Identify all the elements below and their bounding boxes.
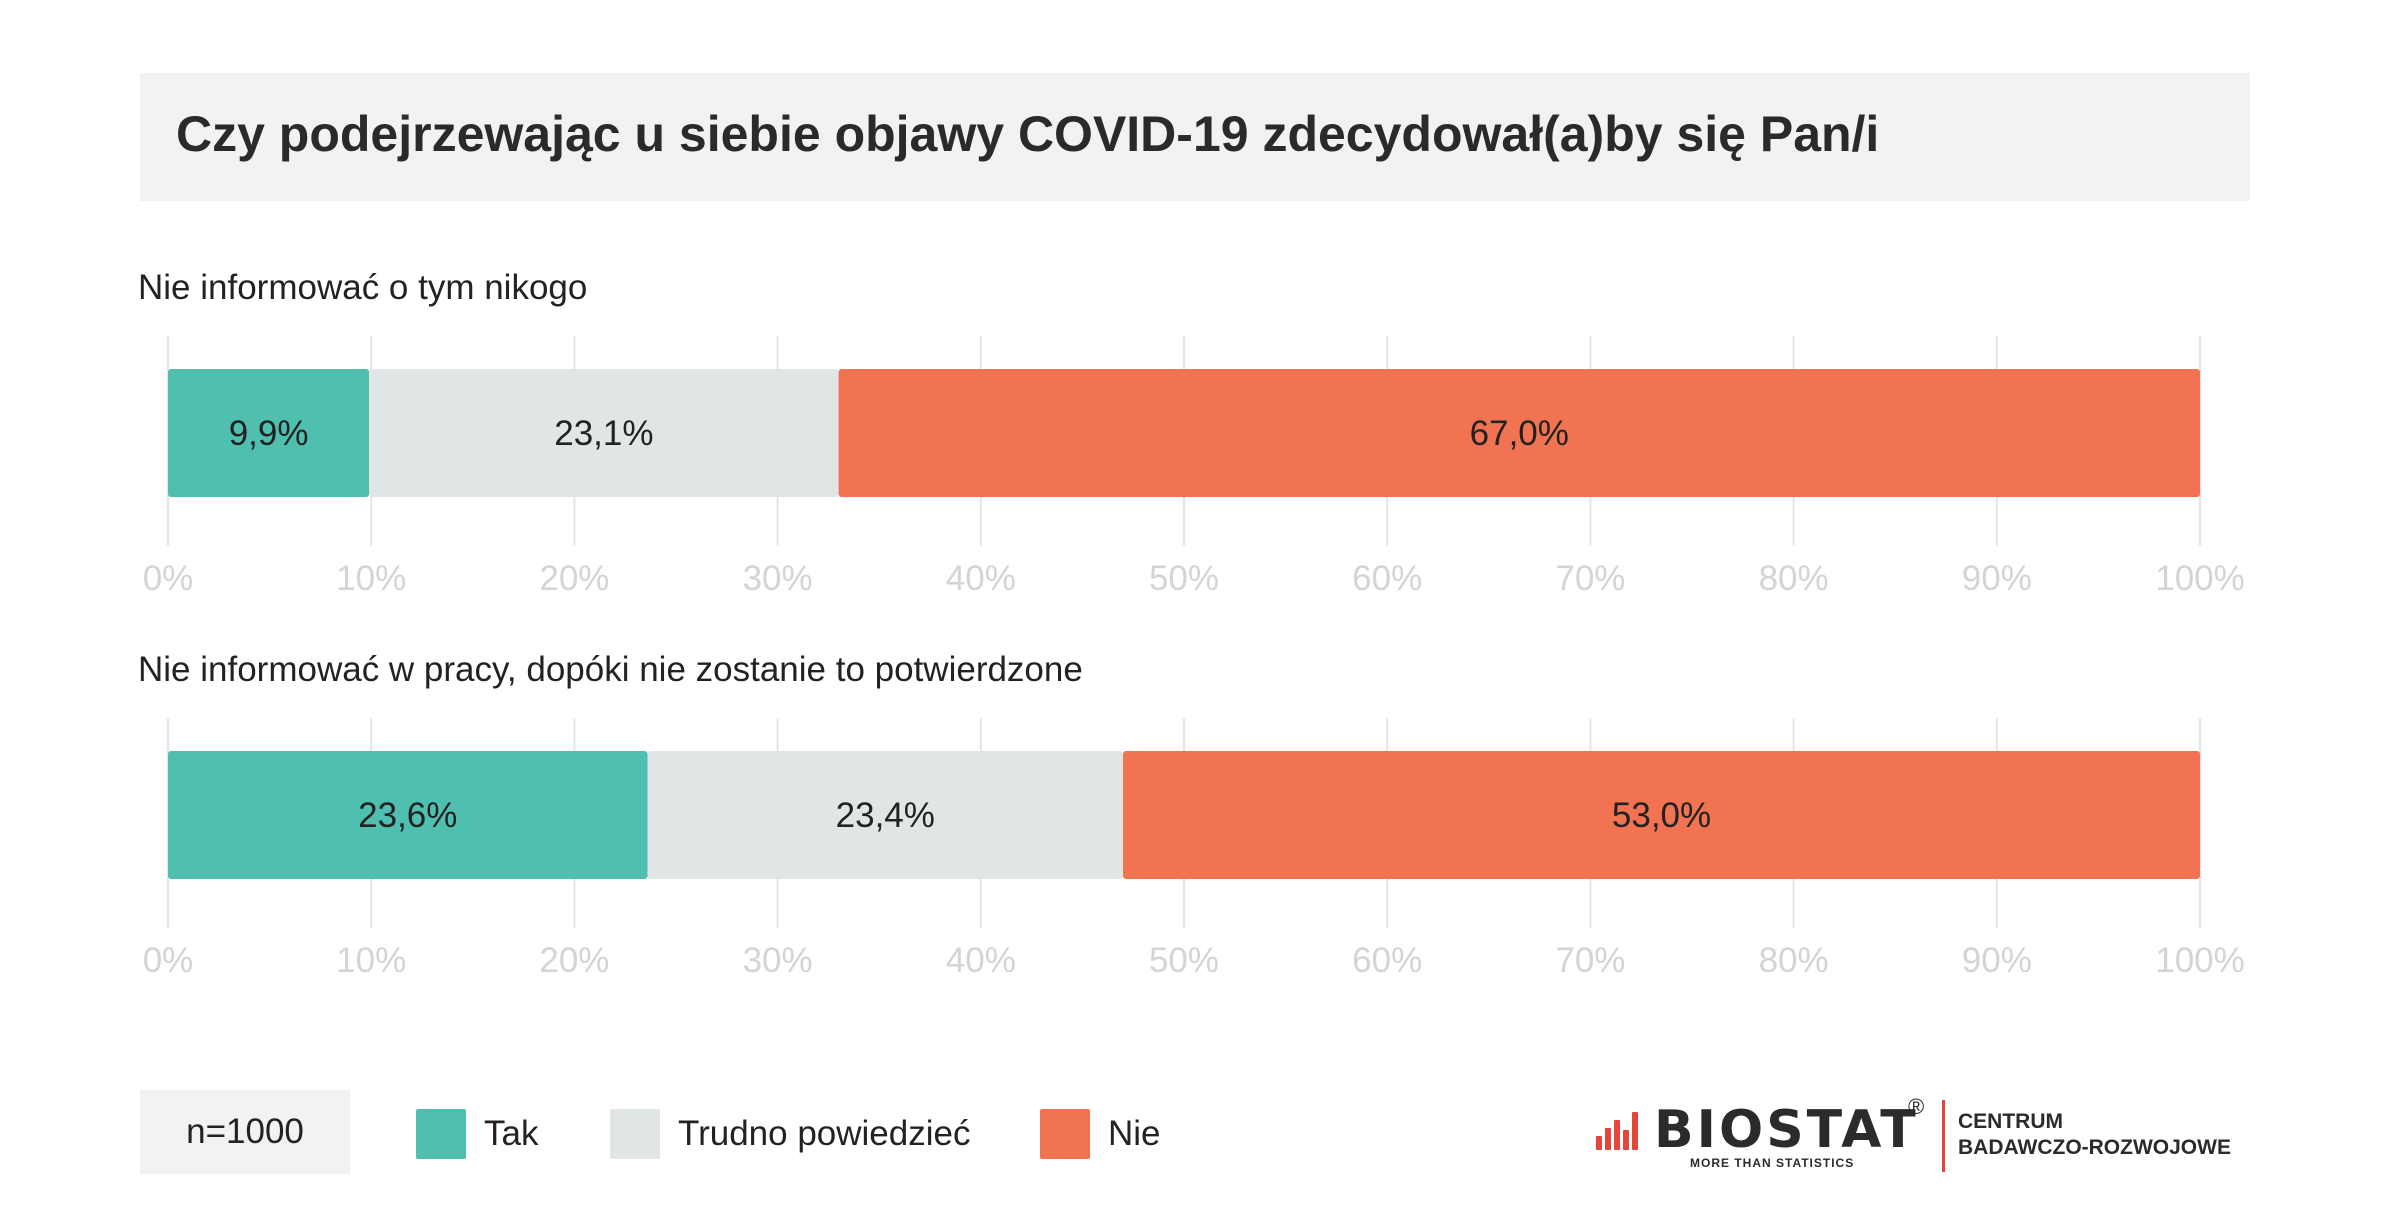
legend-label-trudno: Trudno powiedzieć [678,1114,971,1153]
logo-separator [1942,1100,1945,1172]
x-tick-label: 60% [1352,941,1422,980]
x-tick-label: 60% [1352,559,1422,598]
logo-registered: ® [1908,1094,1925,1119]
logo-unit-line2: BADAWCZO-ROZWOJOWE [1958,1136,2231,1159]
x-tick-label: 70% [1555,559,1625,598]
x-tick-label: 50% [1149,559,1219,598]
chart-2: 0% 10% 20% 30% 40% 50% 60% 70% 80% 90% 100% 23,6% 23… [143,718,2245,980]
logo-tagline: MORE THAN STATISTICS [1690,1156,1855,1170]
x-tick-label: 90% [1962,559,2032,598]
panel-1-label: Nie informować o tym nikogo [138,268,588,307]
legend-item-trudno: Trudno powiedzieć [610,1109,970,1159]
data-label-tak: 9,9% [229,414,309,453]
x-tick-label: 70% [1555,941,1625,980]
legend-item-nie: Nie [1040,1109,1161,1159]
legend-label-tak: Tak [484,1114,539,1153]
x-tick-label: 10% [336,559,406,598]
bar-segment-tak [168,369,370,497]
x-tick-label: 0% [143,941,194,980]
legend-swatch-trudno [610,1109,660,1159]
title-box: Czy podejrzewając u siebie objawy COVID-… [140,73,2250,201]
x-tick-label: 30% [743,941,813,980]
x-tick-label: 50% [1149,941,1219,980]
chart-1: 0% 10% 20% 30% 40% 50% 60% 70% 80% 90% 100% 9,9% 23,… [143,336,2245,598]
bar-segment-nie [1123,751,2200,879]
logo-bars-icon [1596,1112,1640,1150]
panel-2-label: Nie informować w pracy, dopóki nie zosta… [138,650,1083,689]
chart-title: Czy podejrzewając u siebie objawy COVID-… [176,106,1880,162]
legend-label-nie: Nie [1108,1114,1161,1153]
legend-item-tak: Tak [416,1109,538,1159]
data-label-tak: 23,6% [358,796,457,835]
logo-unit-line1: CENTRUM [1958,1110,2063,1133]
biostat-logo: BIOSTAT ® MORE THAN STATISTICS CENTRUM B… [1596,1094,2256,1180]
x-tick-label: 0% [143,559,194,598]
logo-brand: BIOSTAT [1654,1100,1919,1160]
x-tick-label: 30% [743,559,813,598]
x-tick-label: 100% [2155,559,2245,598]
legend-swatch-tak [416,1109,466,1159]
bar-segment-trudno [647,751,1124,879]
legend-swatch-nie [1040,1109,1090,1159]
x-tick-label: 80% [1759,559,1829,598]
x-tick-label: 40% [946,941,1016,980]
x-tick-label: 20% [539,941,609,980]
x-tick-label: 90% [1962,941,2032,980]
bar-segment-tak [168,751,648,879]
x-tick-label: 80% [1759,941,1829,980]
x-tick-label: 100% [2155,941,2245,980]
data-label-trudno: 23,4% [836,796,935,835]
data-label-trudno: 23,1% [554,414,653,453]
data-label-nie: 53,0% [1612,796,1711,835]
x-tick-label: 40% [946,559,1016,598]
x-tick-label: 10% [336,941,406,980]
data-label-nie: 67,0% [1470,414,1569,453]
bar-segment-trudno [369,369,839,497]
x-tick-label: 20% [539,559,609,598]
sample-size-label: n=1000 [140,1090,350,1174]
bar-segment-nie [838,369,2200,497]
